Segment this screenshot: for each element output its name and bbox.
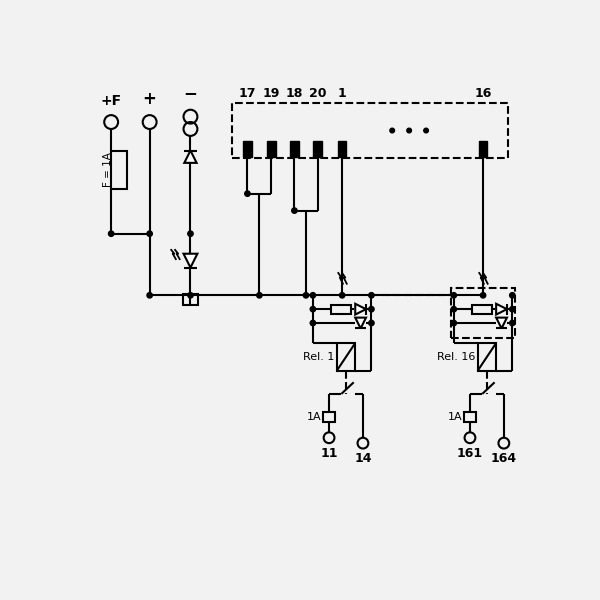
Bar [337, 343, 355, 371]
Circle shape [109, 231, 114, 236]
Circle shape [509, 320, 515, 326]
Bar [323, 412, 335, 422]
Text: −: − [184, 84, 197, 102]
Polygon shape [355, 317, 366, 328]
Text: 18: 18 [286, 88, 303, 100]
Text: 161: 161 [457, 447, 483, 460]
Polygon shape [496, 304, 507, 314]
Bar [338, 141, 346, 157]
Circle shape [310, 293, 316, 298]
Bar [464, 412, 476, 422]
Bar [478, 343, 496, 371]
Bar [451, 287, 515, 338]
Text: 20: 20 [309, 88, 326, 100]
Bar [313, 141, 322, 157]
Text: 17: 17 [239, 88, 256, 100]
Circle shape [369, 320, 374, 326]
Circle shape [451, 293, 457, 298]
Bar [479, 141, 487, 157]
Circle shape [451, 320, 457, 326]
Circle shape [245, 191, 250, 196]
Circle shape [481, 293, 486, 298]
Text: 1A: 1A [307, 412, 322, 422]
Circle shape [147, 231, 152, 236]
Bar [243, 141, 251, 157]
Polygon shape [355, 304, 366, 314]
Bar [267, 141, 275, 157]
Circle shape [390, 128, 395, 133]
Circle shape [292, 208, 297, 213]
Circle shape [188, 293, 193, 298]
Circle shape [303, 293, 308, 298]
Bar [472, 305, 491, 314]
Circle shape [188, 231, 193, 236]
Circle shape [147, 293, 152, 298]
Text: 1A: 1A [448, 412, 462, 422]
Circle shape [407, 128, 412, 133]
Text: 11: 11 [320, 447, 338, 460]
Polygon shape [184, 151, 197, 163]
Circle shape [369, 307, 374, 312]
Text: 1: 1 [338, 88, 347, 100]
Circle shape [509, 293, 515, 298]
Circle shape [451, 307, 457, 312]
Bar [331, 305, 350, 314]
Bar [232, 103, 508, 158]
Circle shape [509, 307, 515, 312]
Circle shape [340, 293, 345, 298]
Text: +: + [143, 90, 157, 108]
Text: F = 1A: F = 1A [103, 152, 113, 187]
Circle shape [424, 128, 428, 133]
Circle shape [369, 293, 374, 298]
Bar [290, 141, 299, 157]
Text: 164: 164 [491, 452, 517, 466]
Circle shape [310, 307, 316, 312]
Polygon shape [496, 317, 507, 328]
Bar [183, 294, 198, 305]
Polygon shape [184, 254, 197, 268]
Circle shape [310, 320, 316, 326]
Text: 16: 16 [475, 88, 492, 100]
Bar [111, 151, 127, 189]
Text: Rel. 1: Rel. 1 [303, 352, 334, 362]
Text: 14: 14 [354, 452, 371, 466]
Text: Rel. 16: Rel. 16 [437, 352, 475, 362]
Text: +F: +F [101, 94, 122, 108]
Circle shape [257, 293, 262, 298]
Text: 19: 19 [263, 88, 280, 100]
